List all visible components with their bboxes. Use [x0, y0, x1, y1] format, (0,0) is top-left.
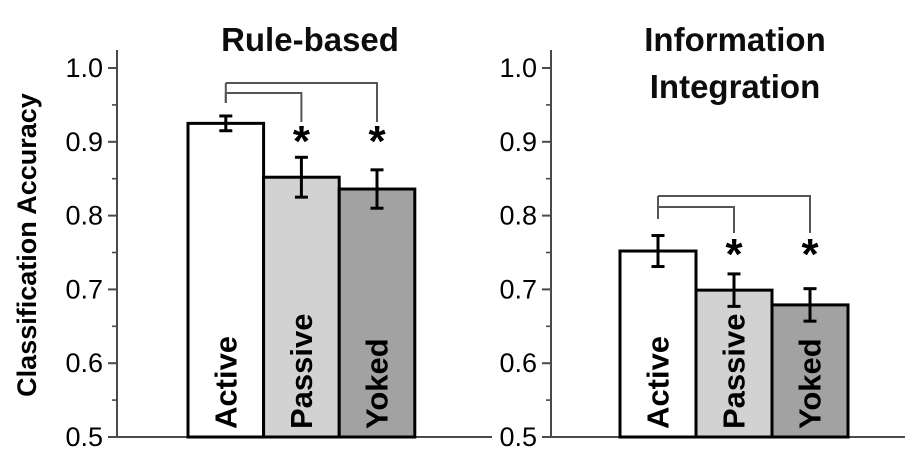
- sig-asterisk: *: [368, 117, 386, 166]
- bar-label-passive: Passive: [717, 314, 752, 430]
- sig-bracket: [225, 82, 378, 122]
- bar-label-yoked: Yoked: [360, 338, 395, 429]
- bar-active: [618, 249, 698, 439]
- y-tick-label: 0.7: [65, 274, 103, 304]
- chart-title-rule-based: Rule-based: [221, 21, 399, 58]
- sig-asterisk: *: [801, 230, 819, 279]
- sig-asterisk: *: [293, 117, 311, 166]
- bar-label-yoked: Yoked: [793, 338, 828, 429]
- sig-bracket: [225, 92, 303, 122]
- y-tick-label: 0.9: [499, 127, 537, 157]
- sig-asterisk: *: [725, 230, 743, 279]
- y-tick-label: 1.0: [499, 53, 537, 83]
- y-tick-label: 0.6: [65, 348, 103, 378]
- y-tick-label: 0.7: [499, 274, 537, 304]
- chart-title-information-integration: Information Integration: [644, 21, 826, 105]
- bar-yoked: [337, 187, 417, 439]
- bar-label-active: Active: [641, 336, 676, 429]
- y-tick-label: 0.6: [499, 348, 537, 378]
- bar-label-passive: Passive: [284, 314, 319, 430]
- sig-bracket: [658, 195, 811, 233]
- y-tick-label: 0.5: [499, 422, 537, 452]
- y-tick-label: 0.8: [499, 201, 537, 231]
- y-tick-label: 0.5: [65, 422, 103, 452]
- y-tick-label: 0.8: [65, 201, 103, 231]
- y-tick-label: 1.0: [65, 53, 103, 83]
- sig-bracket: [658, 206, 735, 233]
- bar-active: [186, 121, 266, 439]
- bar-label-active: Active: [208, 336, 243, 429]
- y-tick-label: 0.9: [65, 127, 103, 157]
